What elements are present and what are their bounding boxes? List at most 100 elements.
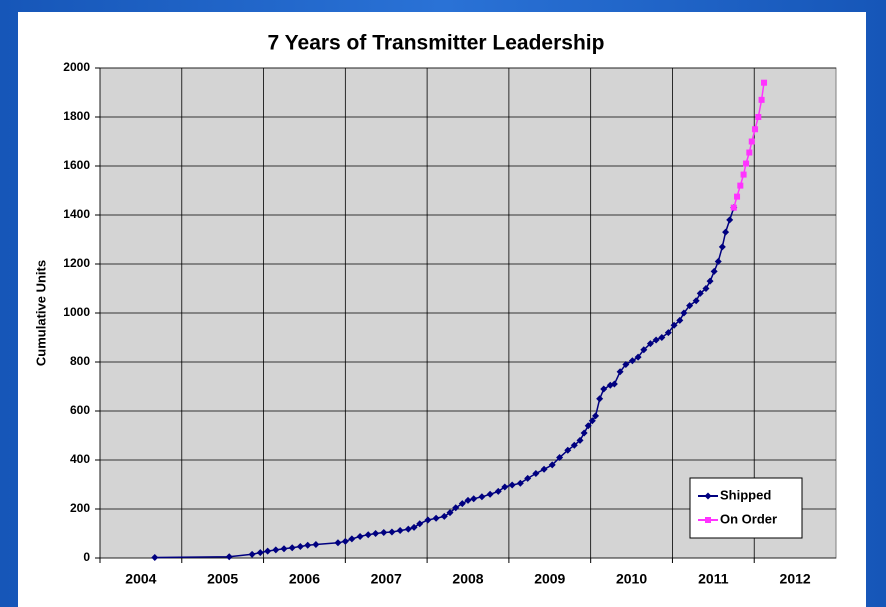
y-tick-label: 2000 (63, 60, 90, 74)
point (592, 412, 600, 420)
point (600, 385, 608, 393)
point (364, 531, 372, 539)
point (256, 549, 264, 557)
point (670, 321, 678, 329)
y-tick-label: 800 (70, 354, 90, 368)
point (588, 417, 596, 425)
point (464, 496, 472, 504)
point (556, 454, 564, 462)
point (416, 520, 424, 528)
point (288, 544, 296, 552)
point (280, 545, 288, 553)
point (752, 126, 759, 133)
point (494, 487, 502, 495)
point (622, 360, 630, 368)
y-tick-label: 1800 (63, 109, 90, 123)
point (334, 539, 342, 547)
point (740, 171, 747, 178)
point (702, 285, 710, 292)
point (272, 546, 280, 554)
point (580, 429, 588, 437)
point (628, 357, 636, 365)
point (730, 204, 737, 211)
point (380, 529, 388, 537)
legend-label: On Order (720, 511, 777, 526)
point (348, 535, 356, 543)
point (692, 297, 700, 305)
point (312, 541, 320, 549)
x-tick-label: 2011 (698, 571, 729, 587)
point (664, 329, 672, 337)
point (388, 528, 396, 536)
x-tick-label: 2004 (125, 571, 156, 587)
point (304, 541, 312, 549)
point (570, 441, 578, 449)
point (634, 353, 642, 361)
point (372, 530, 380, 537)
point (748, 138, 755, 145)
point (564, 446, 572, 454)
point (508, 481, 516, 489)
x-tick-label: 2007 (371, 571, 402, 587)
point (432, 514, 440, 522)
point (696, 289, 704, 297)
point (680, 309, 688, 317)
point (616, 368, 624, 376)
point (248, 550, 256, 558)
point (596, 395, 604, 403)
point (396, 527, 404, 535)
point (548, 461, 556, 469)
point (440, 512, 448, 520)
point (516, 479, 524, 487)
point (501, 483, 509, 491)
y-tick-label: 1200 (63, 256, 90, 270)
point (734, 193, 741, 200)
point (576, 436, 584, 444)
legend-box (689, 477, 803, 539)
legend-label: Shipped (720, 487, 771, 502)
point (676, 316, 684, 324)
point (410, 523, 418, 531)
legend-marker (704, 492, 712, 500)
point (710, 267, 718, 275)
point (714, 258, 722, 266)
x-tick-label: 2005 (207, 571, 238, 587)
point (296, 542, 304, 550)
point (722, 228, 730, 236)
point (755, 114, 762, 120)
point (758, 96, 765, 103)
point (404, 525, 412, 533)
x-tick-label: 2010 (616, 571, 647, 587)
point (341, 537, 349, 545)
y-tick-label: 1400 (63, 207, 90, 221)
point (761, 79, 768, 86)
x-tick-label: 2008 (452, 571, 483, 587)
point (225, 553, 233, 561)
point (726, 216, 734, 224)
point (264, 547, 272, 555)
point (584, 422, 592, 430)
point (737, 182, 744, 189)
series-line (154, 207, 735, 559)
point (658, 334, 666, 341)
point (686, 302, 694, 310)
x-tick-label: 2012 (780, 571, 811, 587)
point (446, 509, 454, 517)
y-tick-label: 600 (70, 403, 90, 417)
y-axis-label: Cumulative Units (33, 260, 48, 366)
point (706, 277, 714, 285)
point (610, 380, 618, 388)
point (646, 340, 654, 348)
y-tick-label: 200 (70, 501, 90, 515)
point (478, 493, 486, 501)
y-tick-label: 1600 (63, 158, 90, 172)
point (424, 516, 432, 524)
x-tick-label: 2009 (534, 571, 565, 587)
chart-title: 7 Years of Transmitter Leadership (268, 32, 605, 55)
point (486, 490, 494, 498)
point (743, 160, 750, 167)
point (524, 474, 532, 482)
point (452, 504, 460, 512)
